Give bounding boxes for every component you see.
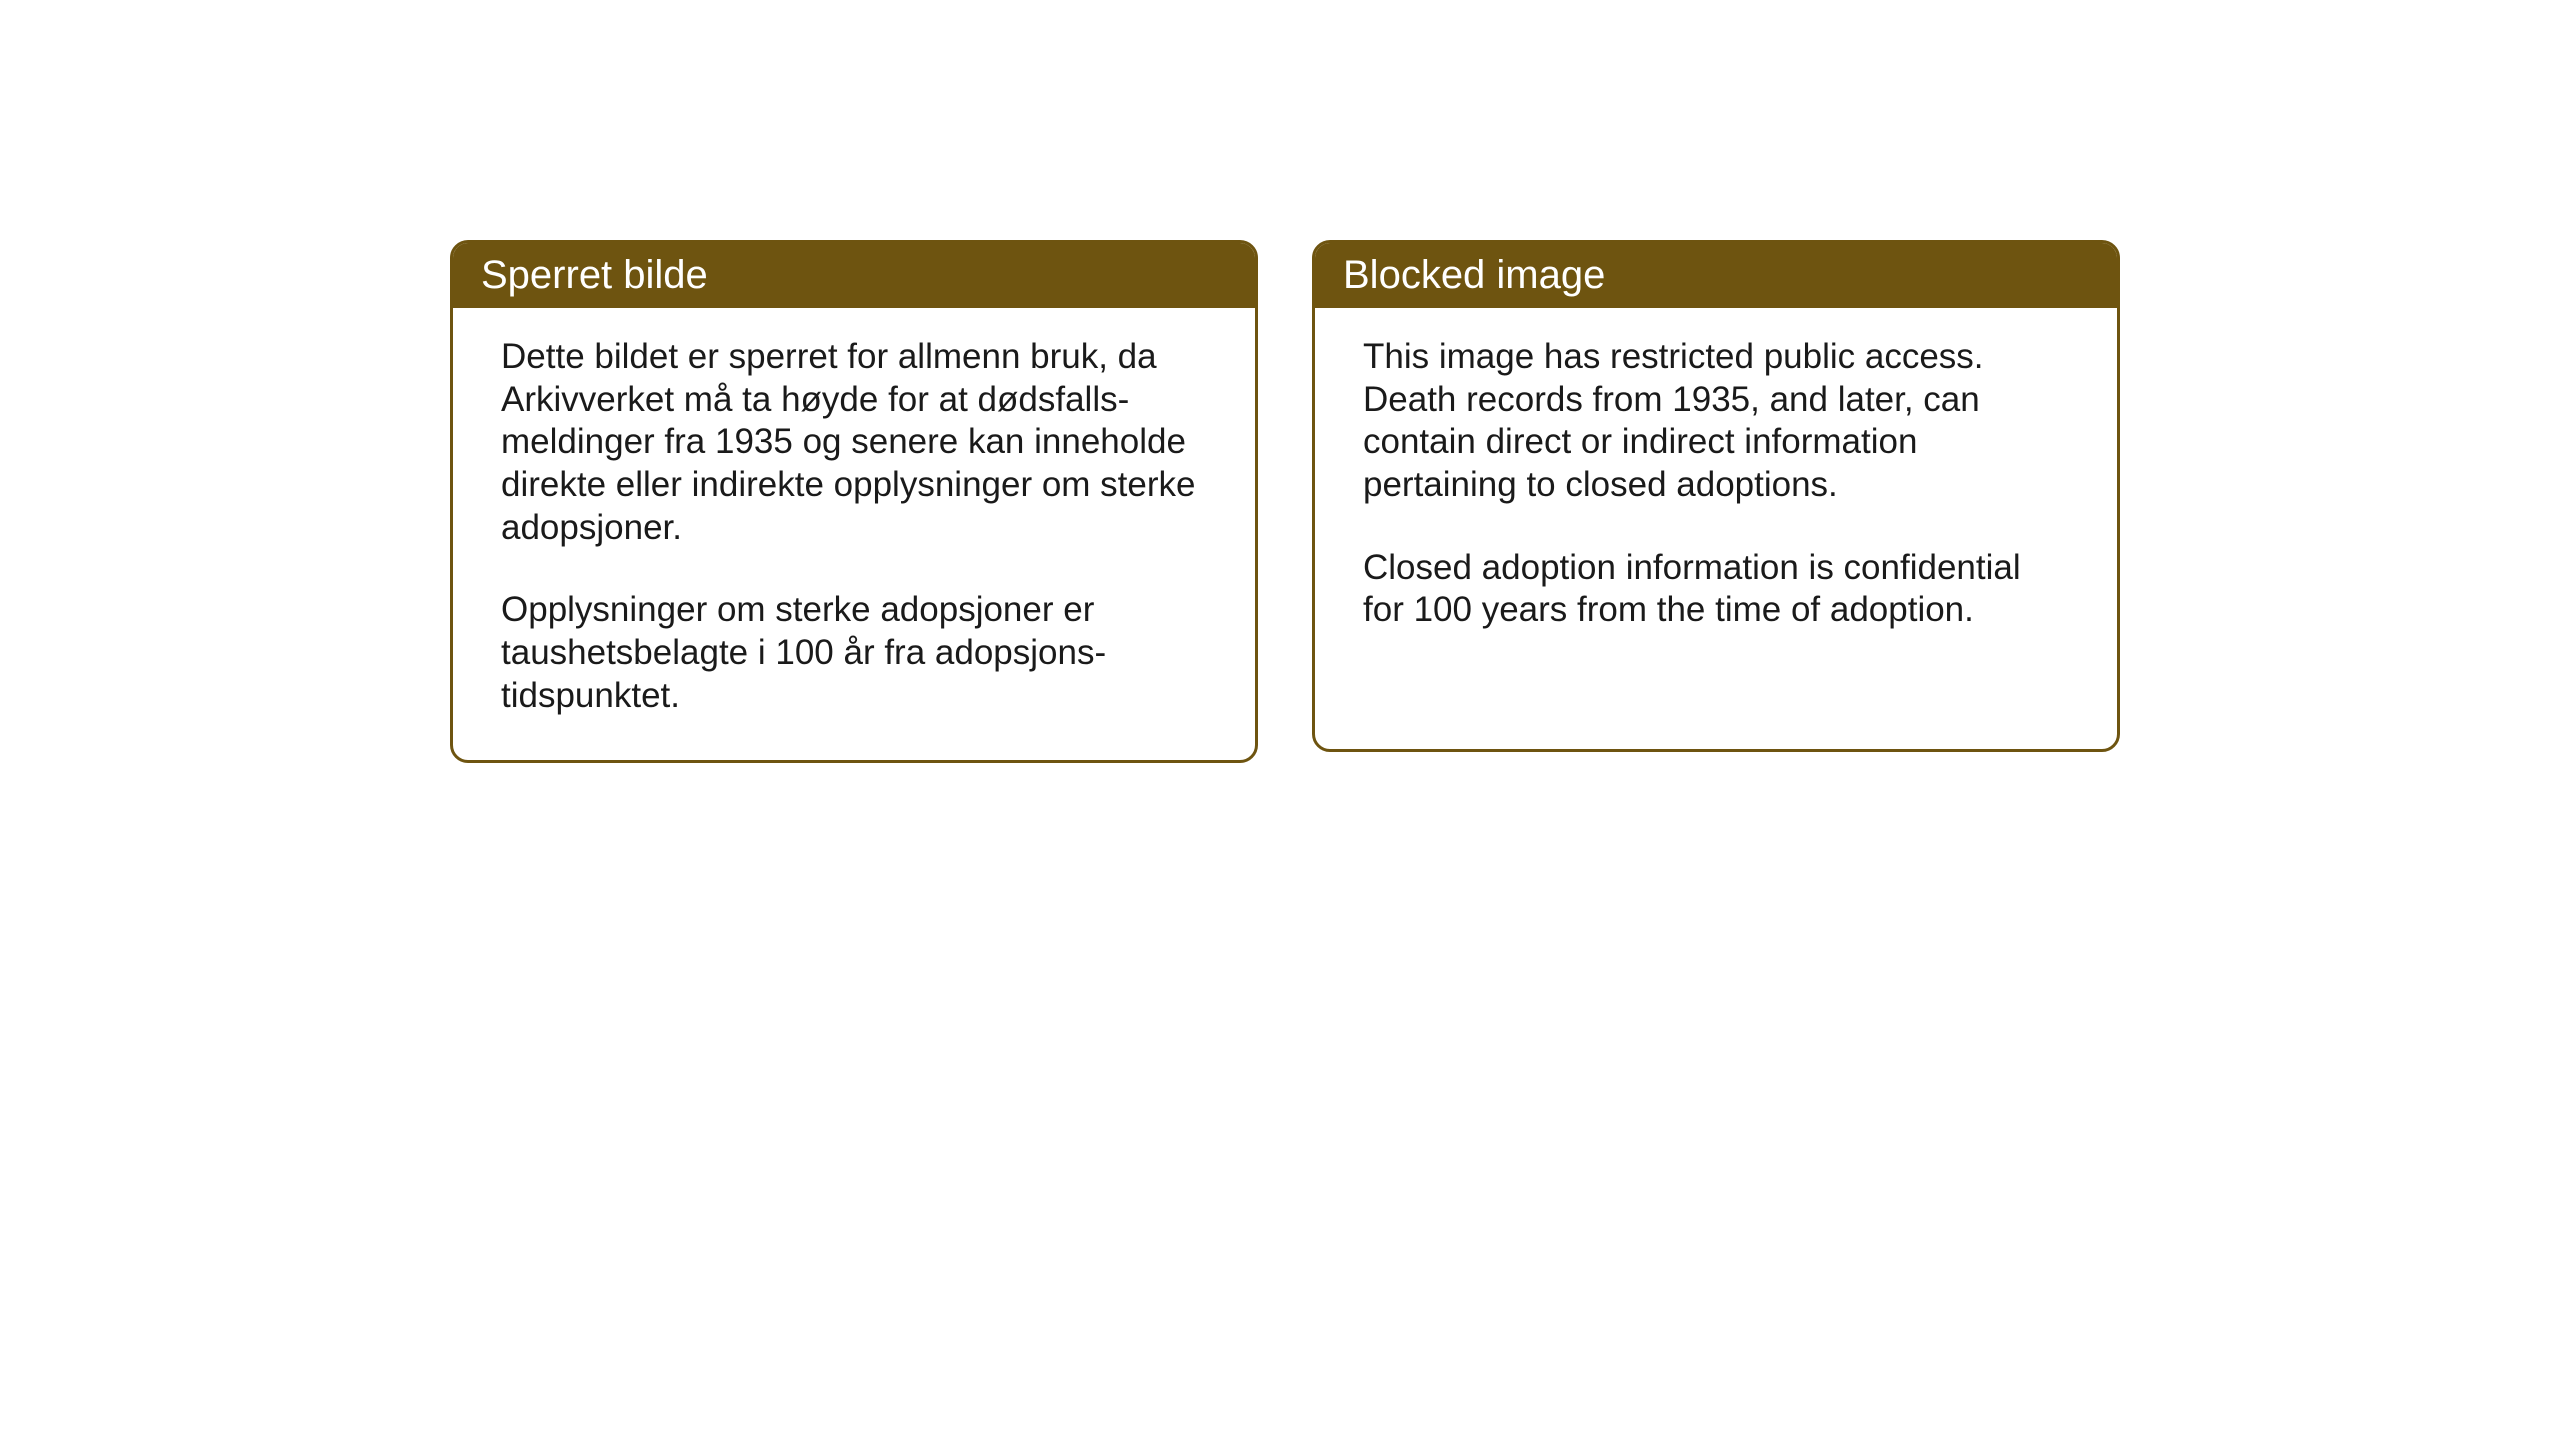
english-paragraph-1: This image has restricted public access.… — [1363, 336, 2069, 507]
english-paragraph-2: Closed adoption information is confident… — [1363, 547, 2069, 632]
norwegian-notice-header: Sperret bilde — [453, 243, 1255, 308]
english-notice-box: Blocked image This image has restricted … — [1312, 240, 2120, 752]
norwegian-paragraph-1: Dette bildet er sperret for allmenn bruk… — [501, 336, 1207, 549]
norwegian-title: Sperret bilde — [481, 253, 708, 297]
english-title: Blocked image — [1343, 253, 1605, 297]
norwegian-notice-body: Dette bildet er sperret for allmenn bruk… — [453, 308, 1255, 760]
english-notice-header: Blocked image — [1315, 243, 2117, 308]
english-notice-body: This image has restricted public access.… — [1315, 308, 2117, 694]
norwegian-notice-box: Sperret bilde Dette bildet er sperret fo… — [450, 240, 1258, 763]
notice-container: Sperret bilde Dette bildet er sperret fo… — [450, 240, 2120, 763]
norwegian-paragraph-2: Opplysninger om sterke adopsjoner er tau… — [501, 589, 1207, 717]
